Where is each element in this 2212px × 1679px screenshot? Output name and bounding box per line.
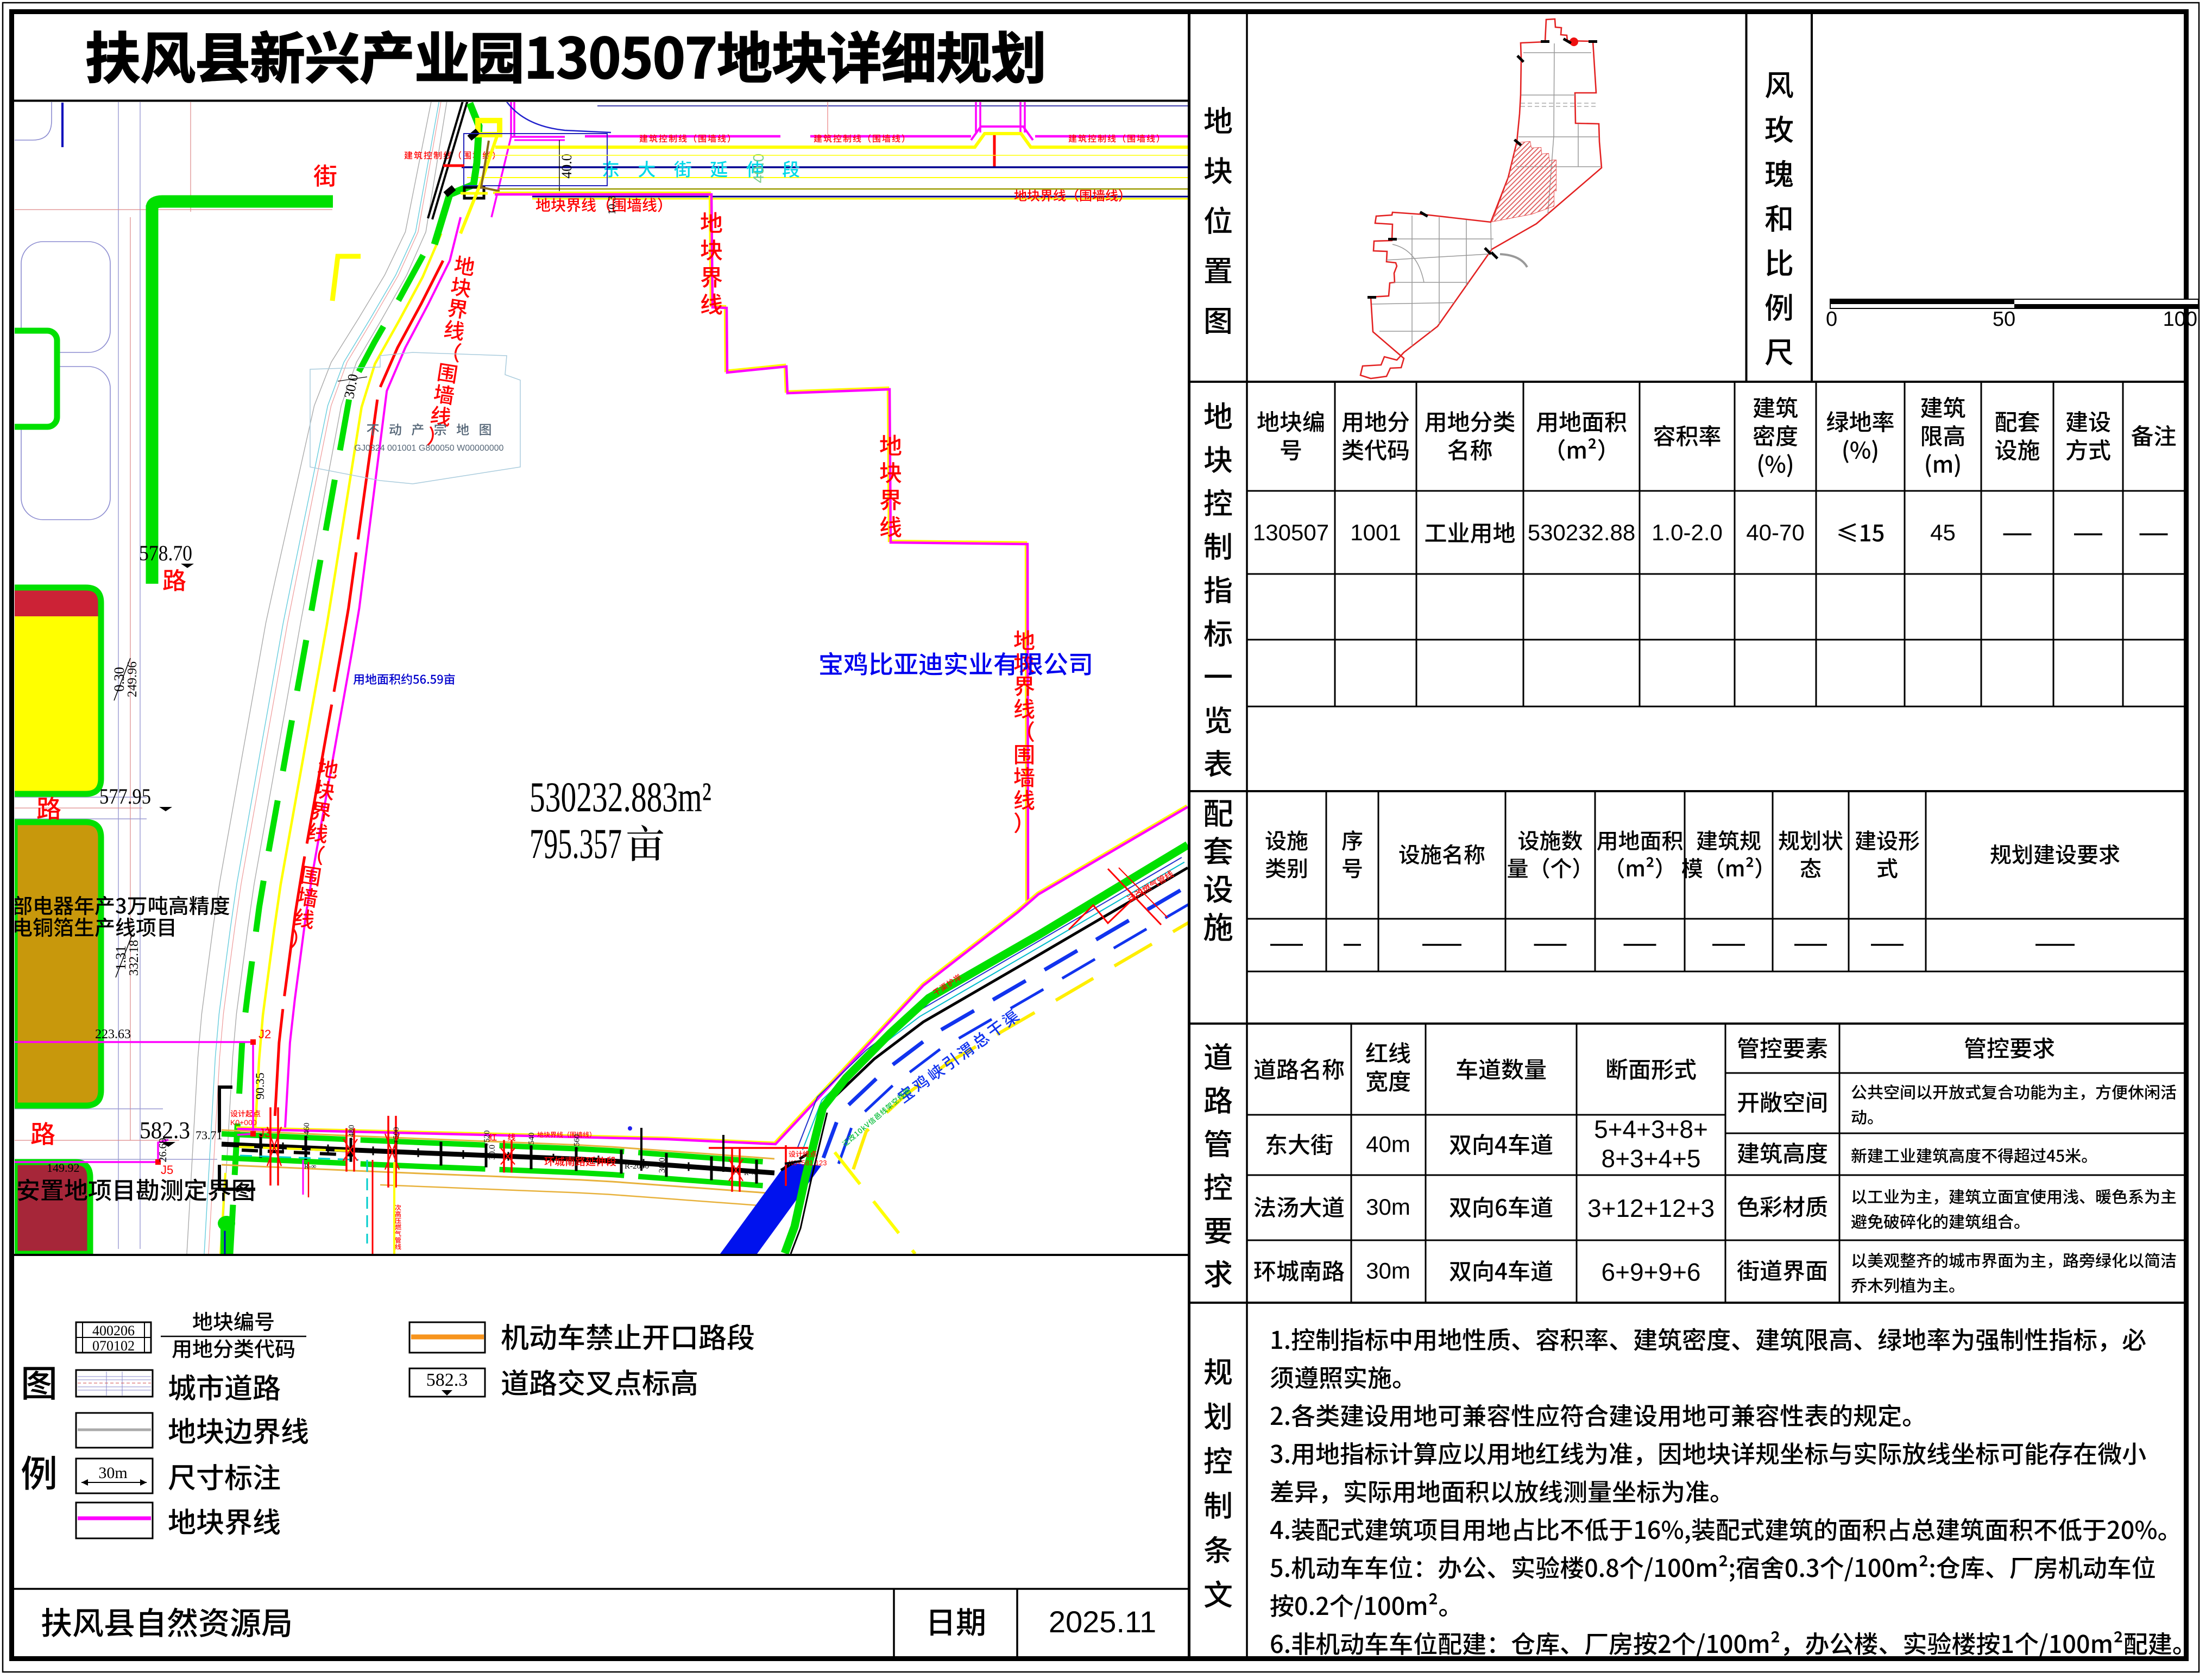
svg-text:2025.11: 2025.11 bbox=[1049, 1605, 1156, 1639]
svg-text:582.3: 582.3 bbox=[140, 1117, 190, 1144]
svg-text:3+12+12+3: 3+12+12+3 bbox=[1587, 1194, 1715, 1222]
svg-text:400206: 400206 bbox=[92, 1323, 135, 1339]
svg-text:530232.88: 530232.88 bbox=[1528, 520, 1636, 545]
svg-text:8+3+4+5: 8+3+4+5 bbox=[1602, 1145, 1701, 1173]
svg-text:40m: 40m bbox=[1366, 1132, 1410, 1157]
svg-text:R-2000: R-2000 bbox=[625, 1162, 649, 1171]
svg-text:+480: +480 bbox=[348, 1125, 356, 1142]
svg-text:149.92: 149.92 bbox=[47, 1161, 80, 1175]
svg-text:332.18: 332.18 bbox=[127, 940, 141, 976]
svg-text:40.0: 40.0 bbox=[559, 154, 575, 179]
svg-text:R-∞: R-∞ bbox=[744, 1169, 756, 1177]
svg-text:+500: +500 bbox=[392, 1127, 401, 1144]
svg-text:0: 0 bbox=[1826, 308, 1837, 331]
svg-text:J2: J2 bbox=[259, 1027, 271, 1041]
svg-text:90.35: 90.35 bbox=[253, 1072, 267, 1100]
svg-text:249.96: 249.96 bbox=[125, 661, 140, 697]
svg-text:30.0: 30.0 bbox=[488, 1145, 497, 1160]
svg-text:J3: J3 bbox=[259, 1126, 271, 1140]
svg-text:+540: +540 bbox=[527, 1133, 536, 1150]
svg-text:K0+000: K0+000 bbox=[230, 1118, 257, 1127]
svg-text:R-∞: R-∞ bbox=[304, 1162, 316, 1170]
svg-text:30m: 30m bbox=[1366, 1258, 1410, 1284]
svg-text:223.63: 223.63 bbox=[95, 1027, 131, 1042]
svg-text:45: 45 bbox=[1930, 520, 1956, 545]
svg-text:530232.883m²: 530232.883m² bbox=[530, 773, 711, 820]
svg-text:582.3: 582.3 bbox=[426, 1370, 468, 1390]
svg-text:73.71: 73.71 bbox=[196, 1128, 223, 1142]
svg-text:577.95: 577.95 bbox=[99, 784, 151, 809]
svg-text:5+4+3+8+: 5+4+3+8+ bbox=[1594, 1115, 1708, 1144]
svg-text:100: 100 bbox=[2163, 308, 2197, 331]
svg-text:+520: +520 bbox=[483, 1131, 491, 1147]
svg-text:+460: +460 bbox=[303, 1123, 311, 1140]
svg-text:30.0: 30.0 bbox=[658, 1158, 667, 1173]
svg-text:J5: J5 bbox=[161, 1163, 173, 1177]
svg-text:30m: 30m bbox=[98, 1464, 127, 1482]
svg-text:40-70: 40-70 bbox=[1746, 520, 1804, 545]
svg-text:GJ0324 001001 G800050 W0000000: GJ0324 001001 G800050 W00000000 bbox=[355, 444, 504, 453]
svg-text:795.357: 795.357 bbox=[530, 820, 622, 867]
svg-text:578.70: 578.70 bbox=[139, 541, 192, 565]
svg-text:10.3: 10.3 bbox=[606, 196, 618, 215]
svg-text:1.0-2.0: 1.0-2.0 bbox=[1652, 520, 1723, 545]
svg-text:6+9+9+6: 6+9+9+6 bbox=[1602, 1258, 1701, 1286]
svg-text:070102: 070102 bbox=[92, 1338, 135, 1354]
svg-text:130507: 130507 bbox=[1253, 520, 1329, 545]
svg-text:40.0: 40.0 bbox=[750, 154, 767, 184]
svg-text:1001: 1001 bbox=[1350, 520, 1401, 545]
svg-text:30m: 30m bbox=[1366, 1194, 1410, 1220]
svg-text:50: 50 bbox=[1993, 308, 2015, 331]
svg-text:+560: +560 bbox=[572, 1134, 581, 1151]
svg-text:26.69: 26.69 bbox=[157, 1138, 169, 1163]
